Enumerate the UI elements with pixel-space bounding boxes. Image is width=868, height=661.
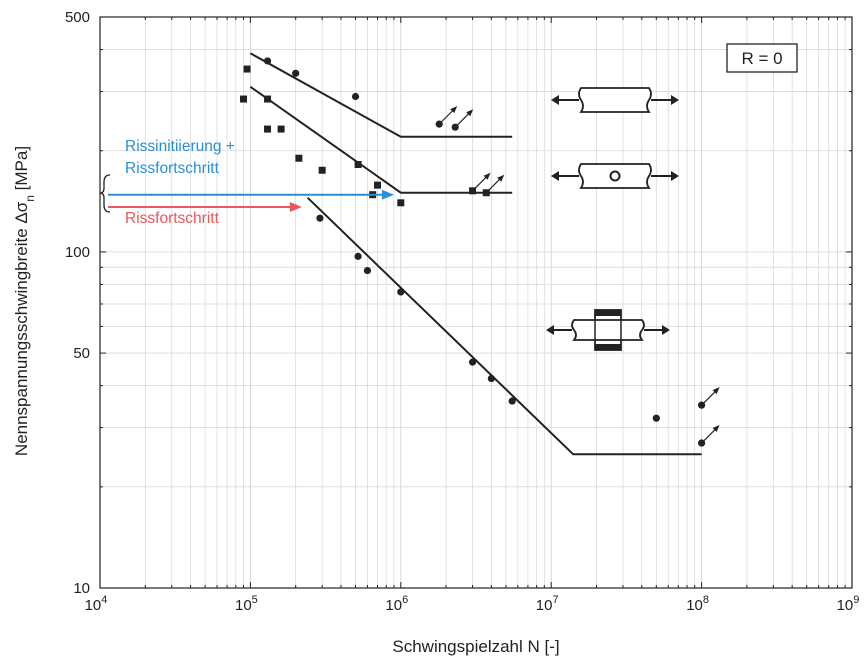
annotation-arrowhead-red [289, 202, 302, 213]
y-axis-label-sub: n [23, 195, 37, 202]
data-point-square [264, 125, 272, 133]
x-tick-label: 105 [235, 594, 258, 614]
y-axis-label-main: Nennspannungsschwingbreite Δσ [12, 201, 31, 456]
data-point-square [240, 95, 248, 103]
data-point-circle [652, 414, 660, 422]
sn-curve-1 [249, 52, 513, 138]
annotation-blue-line2: Rissfortschritt [125, 160, 220, 177]
runout-arrowhead [712, 425, 720, 433]
y-tick-label: 100 [65, 244, 90, 261]
y-axis-label: Nennspannungsschwingbreite Δσn [MPa] [12, 146, 37, 456]
runout-arrowhead [712, 387, 720, 395]
data-point-square [277, 125, 285, 133]
annotation-arrowhead-blue [381, 189, 394, 200]
x-axis-label: Schwingspielzahl N [-] [392, 637, 559, 656]
specimen-cruciform-icon [546, 309, 670, 351]
legend-text: R = 0 [741, 49, 782, 68]
data-point-square [295, 154, 303, 162]
data-point-square [397, 199, 405, 207]
x-tick-label: 108 [686, 594, 709, 614]
data-point-circle [292, 69, 300, 77]
data-point-circle [354, 252, 362, 260]
axis-ticks: 104 105 106 107 108 109 10 50 100 500 [65, 9, 859, 614]
x-tick-label: 109 [837, 594, 860, 614]
data-point-circle [316, 214, 324, 222]
data-point-circle [435, 120, 443, 128]
y-tick-label: 50 [73, 345, 90, 362]
data-point-circle [698, 401, 706, 409]
y-tick-label: 500 [65, 9, 90, 26]
runout-arrowhead [466, 109, 474, 117]
y-tick-label: 10 [73, 580, 90, 597]
sn-curves [249, 52, 702, 456]
x-tick-label: 104 [85, 594, 108, 614]
x-tick-label: 106 [385, 594, 408, 614]
runout-arrowhead [497, 174, 505, 182]
data-point-circle [363, 266, 372, 275]
data-point-square [264, 95, 272, 103]
data-point-circle [263, 57, 272, 65]
annotation-arrows [108, 189, 394, 213]
data-point-square [374, 181, 382, 189]
data-point-square [318, 166, 326, 174]
runout-arrowhead [450, 106, 458, 114]
data-points [240, 57, 720, 447]
data-point-circle [698, 439, 706, 447]
plot-frame [99, 16, 853, 589]
data-point-circle [508, 397, 516, 405]
specimen-hole-icon [551, 163, 679, 189]
annotation-red: Rissfortschritt [125, 210, 220, 227]
data-point-square [243, 65, 251, 73]
legend-box: R = 0 [726, 43, 798, 73]
runout-point-square [482, 189, 490, 197]
specimen-plain-icon [551, 87, 679, 113]
annotation-blue-line1: Rissinitiierung + [125, 138, 235, 155]
y-axis-label-unit: [MPa] [12, 146, 31, 195]
specimen-sketches [546, 87, 679, 351]
data-point-circle [351, 92, 360, 101]
chart-grid [100, 17, 852, 588]
data-point-square [354, 161, 362, 169]
x-tick-label: 107 [536, 594, 559, 614]
sn-curve-3 [306, 196, 702, 456]
data-point-circle [487, 374, 495, 383]
runout-point-square [469, 187, 477, 195]
data-point-circle [397, 288, 405, 296]
data-point-circle [451, 123, 459, 131]
runout-arrowhead [483, 172, 491, 180]
data-point-circle [468, 358, 477, 366]
